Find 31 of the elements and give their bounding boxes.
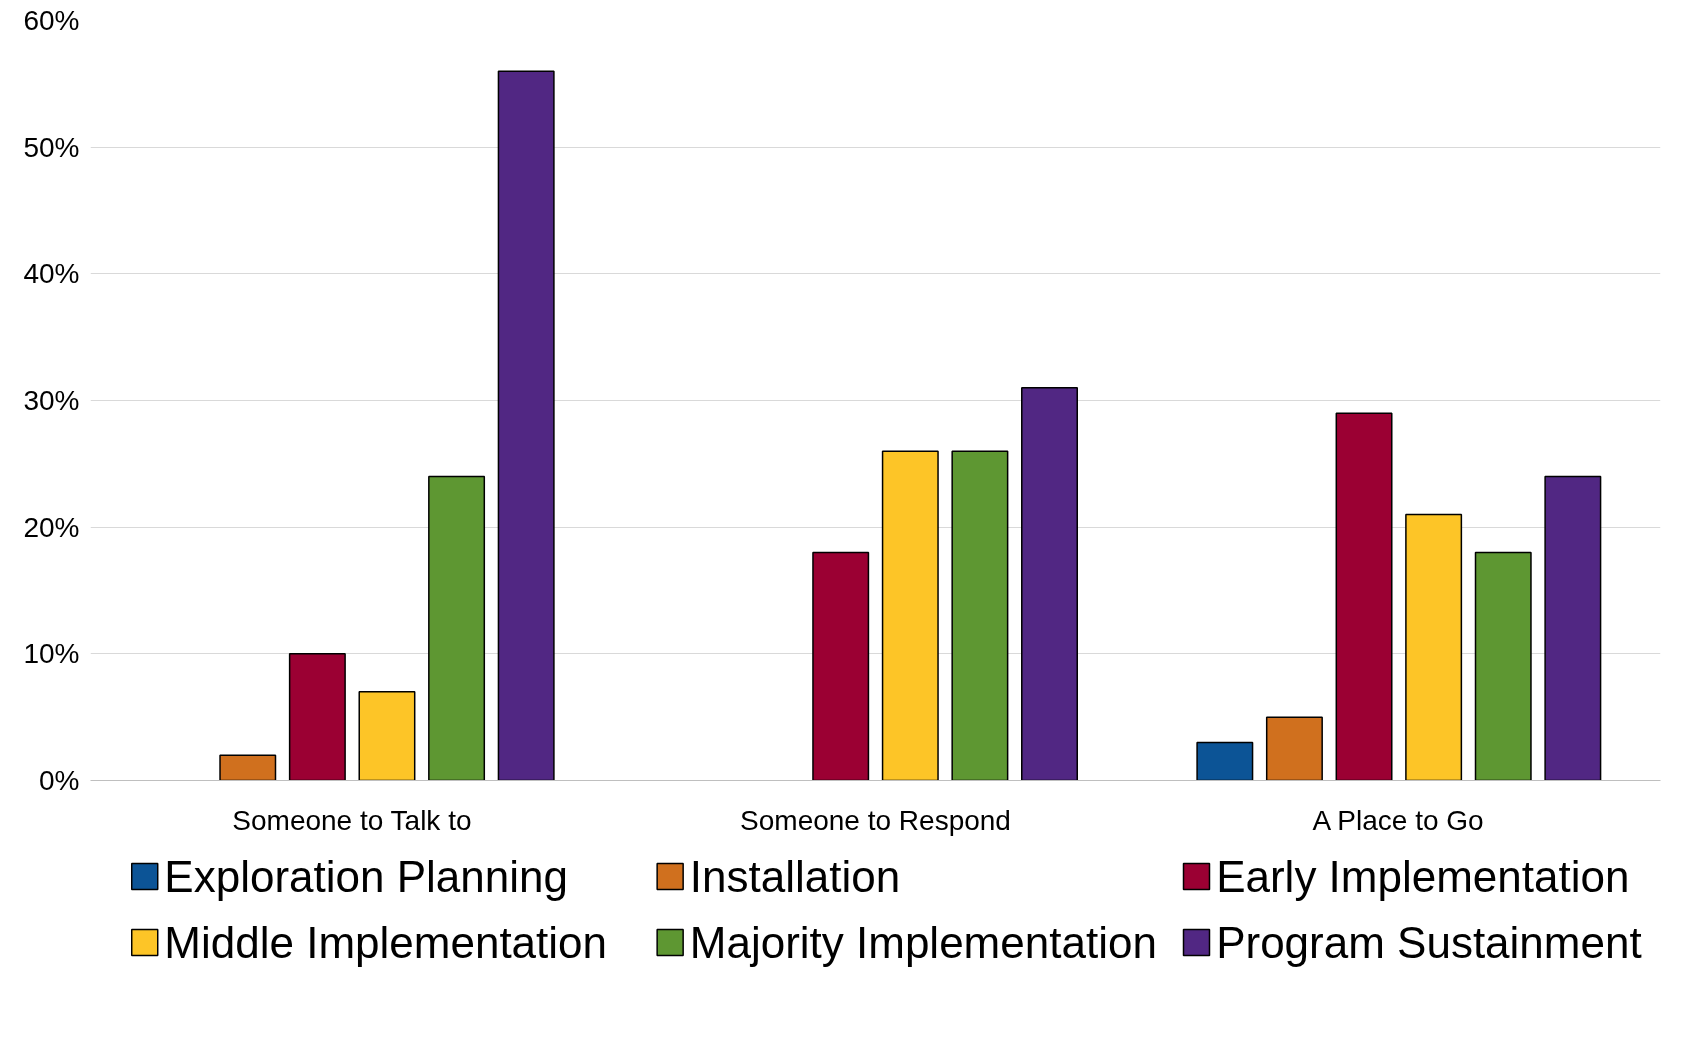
bar	[288, 653, 346, 781]
legend-label: Early Implementation	[1216, 852, 1630, 901]
bar	[497, 70, 555, 781]
x-tick-label: Someone to Respond	[740, 804, 1011, 836]
bar	[1196, 741, 1254, 781]
bar	[881, 450, 939, 781]
legend-label: Program Sustainment	[1216, 918, 1642, 967]
bar	[951, 450, 1009, 781]
bar	[1265, 716, 1323, 781]
legend-label: Installation	[689, 852, 901, 901]
bar	[1544, 475, 1602, 781]
bar	[1335, 412, 1393, 781]
bar	[1405, 513, 1463, 781]
y-tick-label: 60%	[23, 5, 80, 36]
x-tick-label: Someone to Talk to	[232, 804, 472, 836]
legend-label: Exploration Planning	[164, 852, 568, 901]
y-tick-label: 50%	[23, 131, 80, 163]
x-tick-label: A Place to Go	[1312, 804, 1484, 836]
y-tick-label: 30%	[23, 385, 80, 416]
legend-label: Majority Implementation	[689, 918, 1157, 967]
bar	[812, 551, 870, 781]
bar	[358, 691, 416, 781]
bar	[1474, 551, 1532, 781]
bar	[428, 475, 486, 781]
bar	[1021, 387, 1078, 781]
legend-label: Middle Implementation	[164, 918, 608, 967]
bar	[219, 754, 277, 781]
y-tick-label: 0%	[39, 765, 80, 796]
y-tick-label: 10%	[23, 638, 80, 670]
y-tick-label: 40%	[23, 258, 80, 290]
y-tick-label: 20%	[23, 511, 80, 543]
